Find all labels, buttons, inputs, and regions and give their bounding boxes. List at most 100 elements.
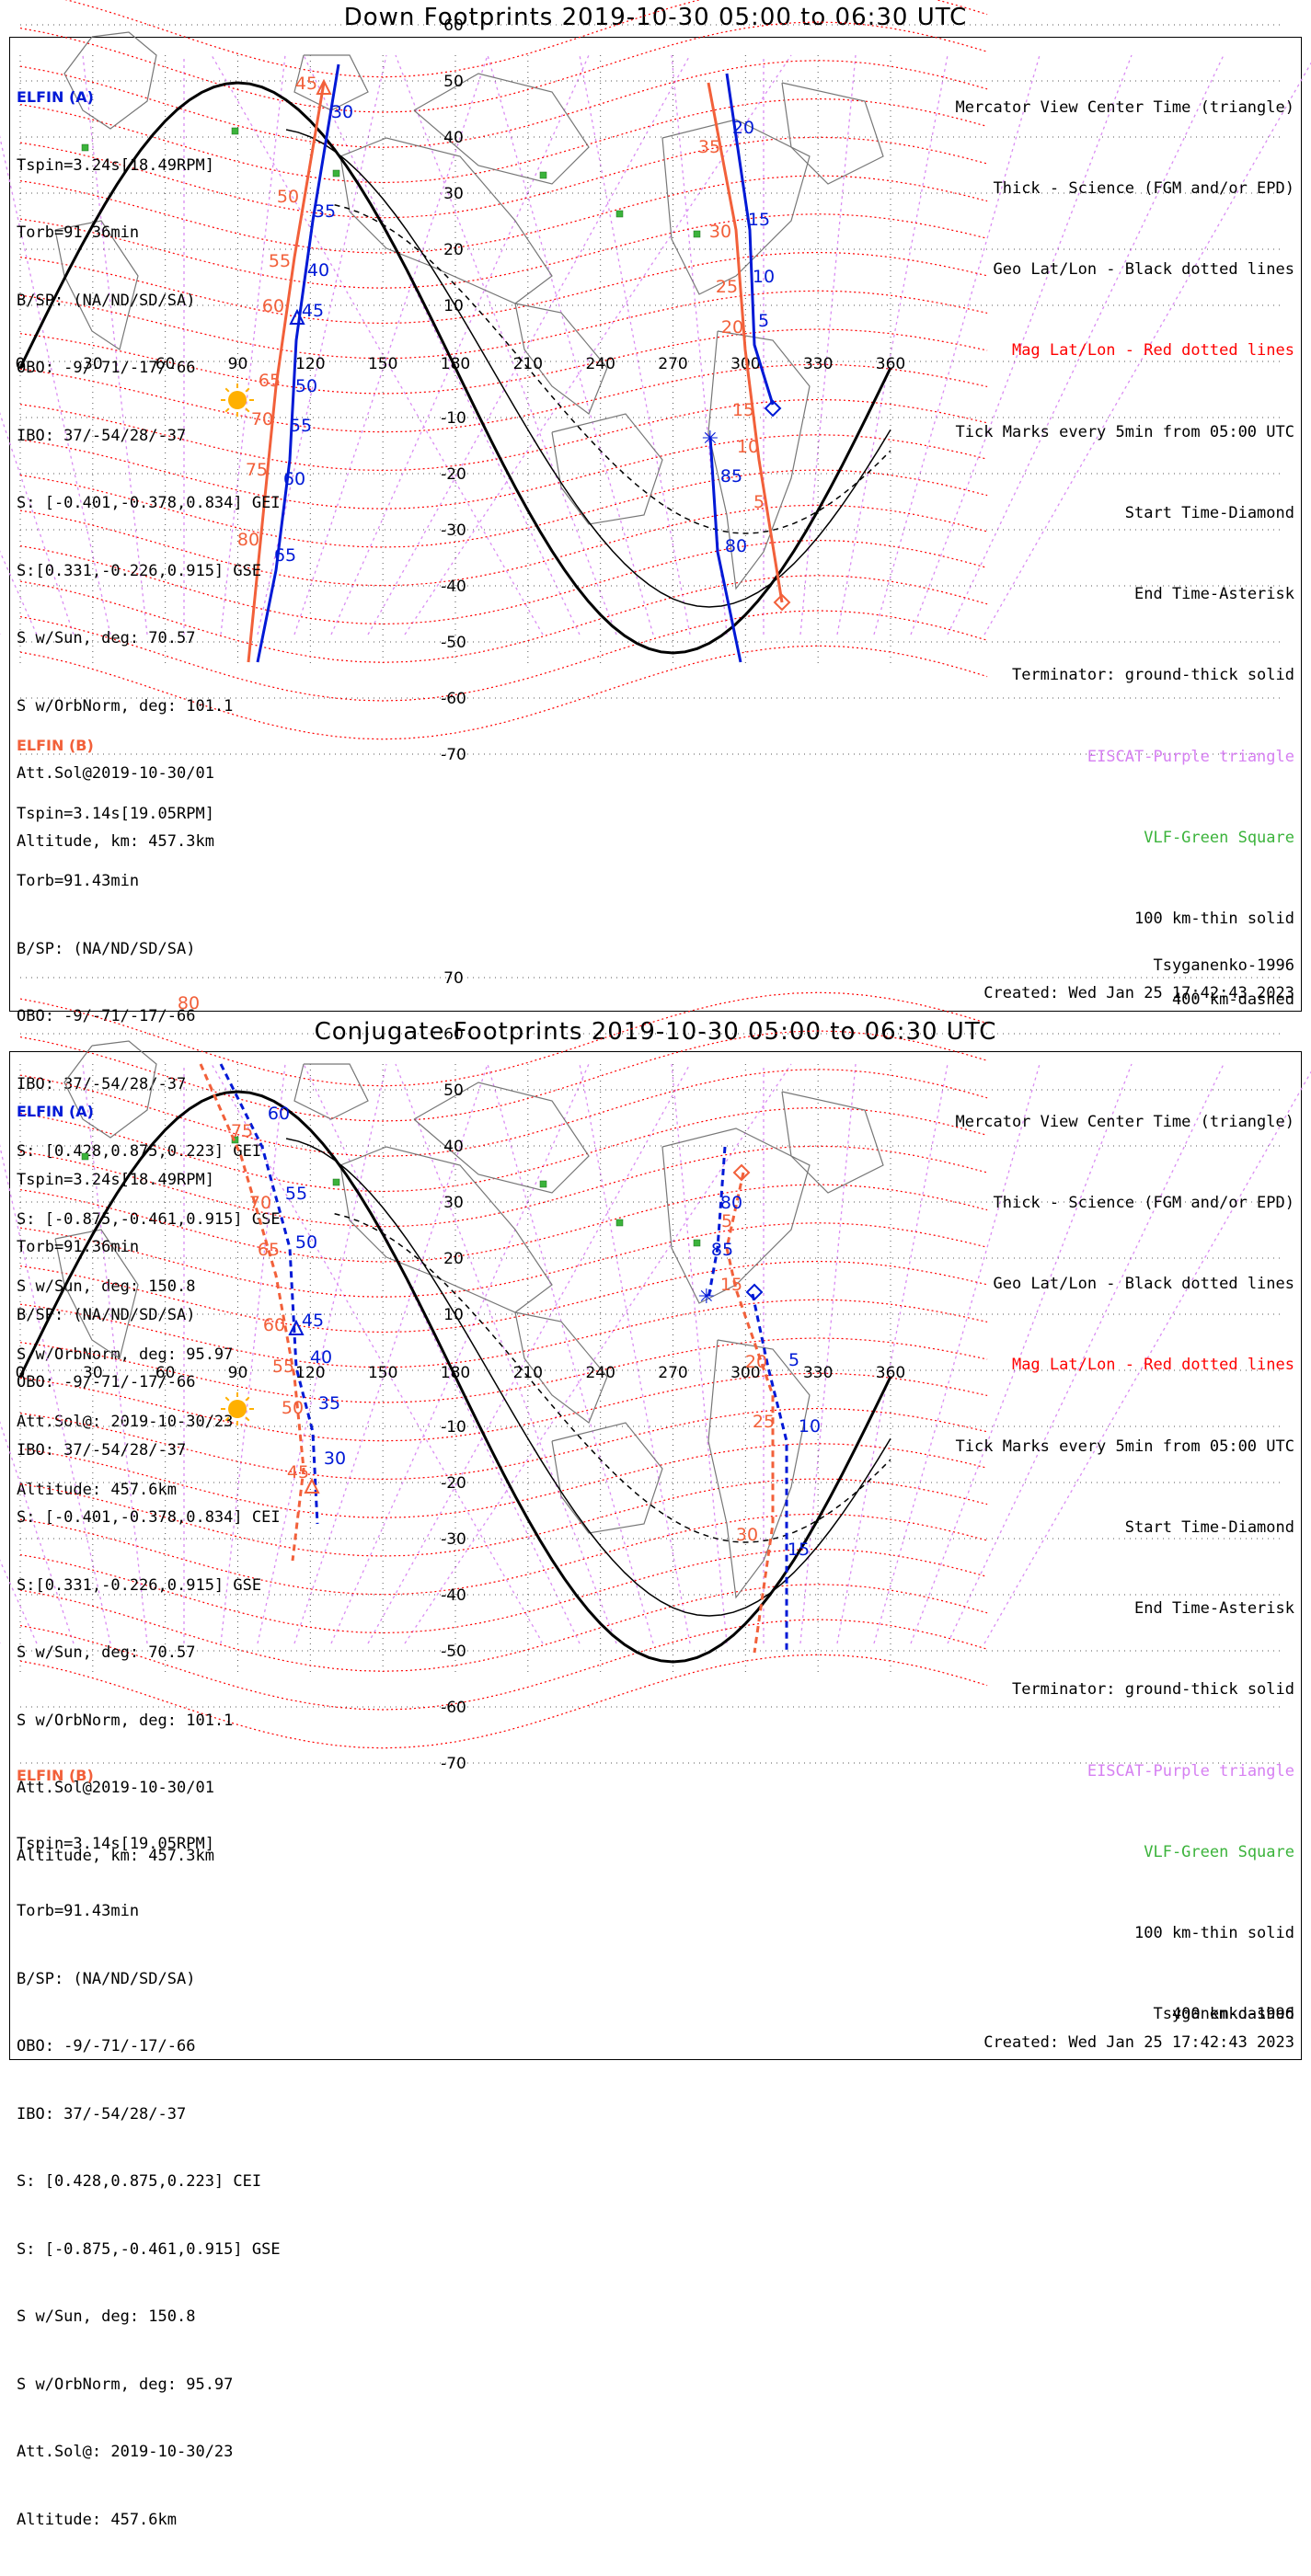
mag-longitude-line	[836, 1063, 949, 1644]
continent-outline	[551, 1422, 663, 1534]
continent-outline	[781, 82, 884, 185]
elfin-a-tick-label: 55	[285, 1184, 307, 1204]
mag-longitude-line	[404, 54, 792, 635]
sun-icon	[228, 391, 247, 409]
elfin-b-tick-label: 30	[709, 222, 731, 242]
mag-longitude-line	[799, 1063, 857, 1644]
model-label: Tsyganenko-1996	[1153, 956, 1294, 975]
center-time-triangle	[316, 78, 332, 95]
elfin-a-tick-label: 45	[302, 1311, 324, 1331]
mag-longitude-line	[947, 54, 1225, 635]
lat-tick-label: 50	[443, 1082, 464, 1100]
vlf-station-marker	[81, 143, 89, 152]
mag-latitude-line	[19, 539, 988, 625]
mag-latitude-line	[19, 1260, 988, 1334]
info-line: B/SP: (NA/ND/SD/SA)	[17, 1305, 196, 1324]
center-time-triangle	[304, 1477, 320, 1494]
lat-tick-label: -40	[441, 1586, 466, 1605]
elfin-a-track	[751, 1293, 788, 1653]
legend-item: 400 km-dashed	[1171, 990, 1294, 1010]
elfin-a-header: ELFIN (A)	[17, 88, 94, 106]
lat-tick-label: 10	[443, 297, 464, 315]
info-line: S: [-0.401,-0.378,0.834] CEI	[17, 1508, 281, 1527]
elfin-b-track	[247, 82, 326, 663]
info-line: Torb=91.43min	[17, 1902, 140, 1920]
info-line: Att.Sol@2019-10-30/01	[17, 764, 214, 783]
lon-tick-label: 0	[16, 1364, 26, 1382]
lon-tick-label: 330	[803, 1364, 833, 1382]
info-line: IBO: 37/-54/28/-37	[17, 1440, 187, 1460]
info-line: Altitude: 457.6km	[17, 1480, 177, 1499]
elfin-b-tick-label: 30	[736, 1525, 758, 1545]
lon-tick-label: 270	[658, 1364, 687, 1382]
elfin-a-info: ELFIN (A) Tspin=3.24s[18.49RPM] Torb=91.…	[17, 1056, 281, 1912]
lon-tick-label: 150	[368, 355, 397, 373]
legend-item: Tick Marks every 5min from 05:00 UTC	[955, 422, 1294, 441]
lat-tick-label: -30	[441, 1530, 466, 1549]
mag-longitude-line	[947, 1063, 1225, 1644]
mag-latitude-line	[19, 1619, 988, 1711]
elfin-a-tick-label: 40	[307, 260, 329, 280]
elfin-b-tick-label: 55	[269, 251, 291, 271]
lat-tick-label: 50	[443, 73, 464, 91]
mag-latitude-line	[19, 991, 988, 1087]
mag-longitude-line	[404, 1063, 792, 1644]
lat-tick-label: 30	[443, 1194, 464, 1212]
elfin-a-tick-label: 55	[290, 416, 312, 436]
info-line: B/SP: (NA/ND/SD/SA)	[17, 1969, 196, 1988]
elfin-b-tick-label: 25	[716, 277, 738, 297]
elfin-a-info: ELFIN (A) Tspin=3.24s[18.49RPM] Torb=91.…	[17, 41, 281, 898]
legend-item: Thick - Science (FGM and/or EPD)	[993, 179, 1294, 199]
lon-tick-label: 150	[368, 1364, 397, 1382]
info-line: S w/Sun, deg: 70.57	[17, 629, 196, 647]
mag-latitude-line	[19, 469, 988, 548]
info-line: S: [-0.875,-0.461,0.915] GSE	[17, 1209, 281, 1229]
elfin-a-tick-label: 85	[711, 1240, 733, 1260]
start-diamond	[745, 1283, 764, 1301]
lon-tick-label: 240	[585, 1364, 615, 1382]
elfin-b-tick-label: 60	[263, 1315, 285, 1335]
elfin-b-tick-label: 70	[249, 1193, 271, 1213]
mag-latitude-line	[19, 21, 988, 113]
lat-tick-label: -50	[441, 1643, 466, 1661]
lat-tick-label: -30	[441, 521, 466, 540]
mag-longitude-line	[671, 1063, 728, 1644]
mag-latitude-line	[19, 575, 988, 663]
lon-tick-label: 120	[295, 355, 325, 373]
elfin-b-tick-label: 10	[737, 437, 759, 457]
mag-longitude-line	[211, 1063, 544, 1644]
lon-tick-label: 210	[513, 1364, 543, 1382]
info-line: Tspin=3.14s[19.05RPM]	[17, 1834, 214, 1853]
info-line: IBO: 37/-54/28/-37	[17, 2104, 187, 2124]
panel-frame	[9, 1051, 1302, 2060]
mag-longitude-line	[799, 54, 857, 635]
lat-tick-label: 10	[443, 1306, 464, 1324]
elfin-b-tick-label: 45	[295, 74, 317, 94]
continent-outline	[661, 119, 811, 295]
legend-item: Start Time-Diamond	[1124, 503, 1294, 522]
mag-latitude-line	[19, 175, 988, 254]
legend: Mercator View Center Time (triangle) Thi…	[956, 1055, 1294, 2082]
legend-item: Start Time-Diamond	[1124, 1517, 1294, 1537]
mag-latitude-line	[19, 1513, 988, 1596]
footprint-map: 0 30 60 90 120 150 180 210 240 270 300 330 360 70 60 50…	[0, 969, 1311, 1773]
continent-outline	[514, 1311, 608, 1424]
mag-longitude-line	[0, 135, 111, 635]
elfin-b-header: ELFIN (B)	[17, 737, 94, 754]
info-line: Altitude, km: 457.3km	[17, 1846, 214, 1865]
legend-item: Mercator View Center Time (triangle)	[955, 97, 1294, 117]
lon-tick-label: 120	[295, 1364, 325, 1382]
elfin-b-tick-label: 55	[272, 1357, 294, 1377]
lat-tick-label: 40	[443, 129, 464, 147]
info-line: OBO: -9/-71/-17/-66	[17, 2037, 196, 2055]
continent-outline	[339, 137, 553, 304]
lon-tick-label: 30	[83, 1364, 103, 1382]
elfin-a-tick-label: 65	[274, 545, 296, 566]
elfin-a-tick-label: 40	[310, 1347, 332, 1368]
mag-longitude-line	[82, 1063, 148, 1644]
mag-longitude-line	[220, 54, 286, 635]
panel-title: Conjugate Footprints 2019-10-30 05:00 to…	[314, 1018, 997, 1046]
mag-longitude-line	[983, 1070, 1311, 1644]
elfin-a-tick-label: 30	[331, 102, 353, 122]
mag-longitude-line	[487, 54, 654, 635]
